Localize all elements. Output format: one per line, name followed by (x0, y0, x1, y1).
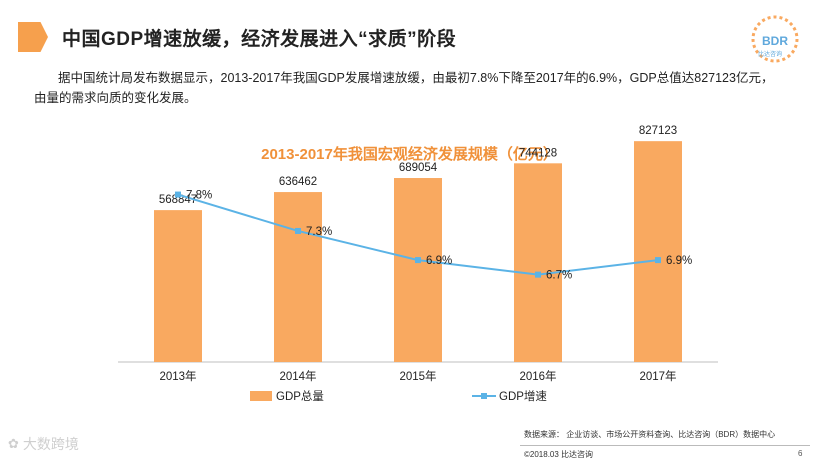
bar-4 (634, 141, 682, 362)
bar-label-2: 689054 (399, 162, 438, 174)
growth-point-1 (295, 227, 301, 234)
growth-label-0: 7.8% (186, 190, 212, 202)
copyright: ©2018.03 比达咨询 (524, 450, 594, 459)
source-note: 数据来源： 企业访谈、市场公开资料查询、比达咨询（BDR）数据中心 (524, 430, 776, 439)
bar-label-3: 744128 (519, 147, 557, 159)
watermark: ✿ 大数跨境 (8, 434, 79, 454)
bar-2 (394, 178, 442, 362)
legend-line-label: GDP增速 (499, 389, 547, 403)
x-tick-label-2: 2015年 (399, 369, 436, 383)
legend-bar-swatch (250, 391, 272, 401)
footer-divider (520, 445, 810, 446)
watermark-text: 大数跨境 (22, 436, 79, 452)
bar-3 (514, 163, 562, 362)
growth-label-4: 6.9% (666, 255, 692, 267)
legend-bar-label: GDP总量 (276, 389, 324, 403)
bar-0 (154, 210, 202, 362)
intro-paragraph: 据中国统计局发布数据显示，2013-2017年我国GDP发展增速放缓，由最初7.… (34, 71, 774, 105)
growth-label-1: 7.3% (306, 226, 332, 238)
bar-label-1: 636462 (279, 176, 317, 188)
growth-point-4 (655, 257, 661, 264)
logo-subtext: 比达咨询 (758, 52, 783, 58)
x-tick-label-3: 2016年 (519, 369, 556, 383)
page-title: 中国GDP增速放缓，经济发展进入“求质”阶段 (62, 28, 457, 50)
growth-point-2 (415, 257, 421, 264)
title-marker (18, 22, 48, 52)
growth-label-2: 6.9% (426, 255, 452, 267)
growth-label-3: 6.7% (546, 270, 572, 282)
logo-ring-icon (751, 15, 799, 63)
growth-point-3 (535, 271, 541, 278)
bar-1 (274, 192, 322, 362)
bar-label-4: 827123 (639, 125, 677, 137)
x-tick-label-0: 2013年 (159, 369, 196, 383)
watermark-icon: ✿ (8, 436, 19, 451)
x-tick-label-4: 2017年 (639, 369, 676, 383)
bdr-logo: BDR 比达咨询 (748, 12, 802, 64)
growth-point-0 (175, 191, 181, 198)
title-bar: 中国GDP增速放缓，经济发展进入“求质”阶段 (18, 22, 456, 52)
legend-line-marker (481, 393, 487, 399)
logo-text: BDR (762, 34, 788, 48)
x-tick-label-1: 2014年 (279, 369, 316, 383)
chart-title: 2013-2017年我国宏观经济发展规模（亿元） (261, 146, 558, 163)
page-number: 6 (798, 449, 803, 458)
